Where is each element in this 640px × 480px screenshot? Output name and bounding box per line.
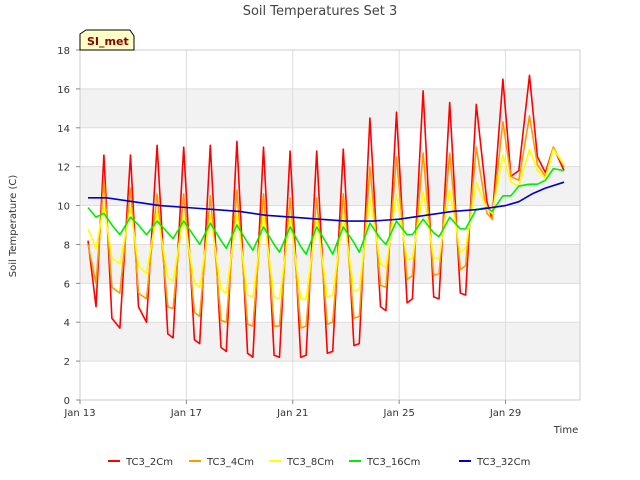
badge-box [79, 29, 135, 51]
y-tick-label: 2 [64, 357, 70, 368]
x-tick-label: Jan 29 [489, 408, 521, 419]
y-tick-label: 18 [57, 46, 70, 57]
y-tick-label: 12 [57, 163, 70, 174]
y-tick-label: 10 [57, 202, 70, 213]
series-line-tc3_2cm [87, 74, 565, 359]
y-axis-label: Soil Temperature (C) [8, 175, 19, 278]
legend-label: TC3_32Cm [476, 457, 530, 468]
legend-label: TC3_16Cm [366, 457, 420, 468]
y-tick-label: 4 [64, 318, 70, 329]
legend-label: TC3_4Cm [206, 457, 254, 468]
y-tick-label: 6 [64, 279, 70, 290]
y-tick-label: 16 [57, 85, 70, 96]
y-tick-label: 14 [57, 124, 70, 135]
station-badge: SI_met [79, 29, 135, 51]
x-tick-label: Jan 25 [382, 408, 414, 419]
x-tick-label: Jan 17 [170, 408, 202, 419]
x-axis-label: Time [553, 425, 578, 436]
grid-band [80, 322, 580, 362]
legend-label: TC3_8Cm [286, 457, 334, 468]
plot-border [79, 49, 581, 401]
y-tick-label: 8 [64, 240, 70, 251]
y-tick-label: 0 [64, 396, 70, 407]
x-tick-label: Jan 21 [276, 408, 308, 419]
badge-label: SI_met [87, 35, 129, 48]
series-line-tc3_8cm [87, 148, 565, 300]
legend-label: TC3_2Cm [125, 457, 173, 468]
grid-band [80, 88, 580, 128]
x-tick-label: Jan 13 [63, 408, 95, 419]
series-line-tc3_4cm [87, 115, 565, 329]
legend: TC3_2Cm TC3_4Cm TC3_8Cm TC3_16Cm TC3_32Cm [108, 457, 530, 468]
series-line-tc3_32cm [88, 181, 565, 222]
chart-title: Soil Temperatures Set 3 [243, 4, 398, 19]
plot-area: 0 2 4 6 8 10 12 14 16 18 Jan 13 Jan 17 Jan 21 Jan 25 J… [57, 46, 581, 419]
